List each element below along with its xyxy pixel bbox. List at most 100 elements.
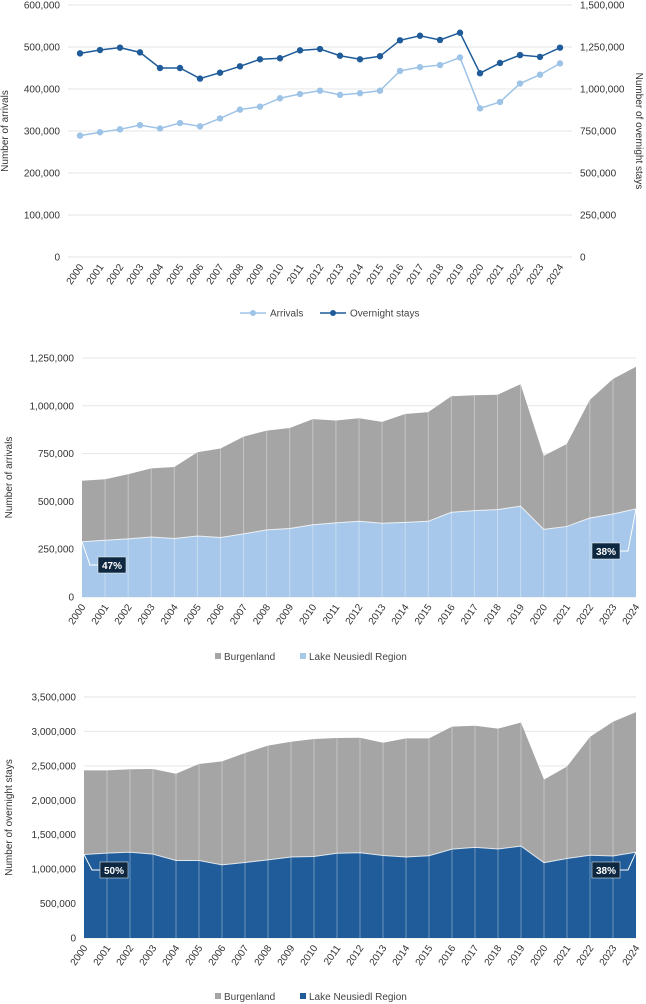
y-tick-label: 400,000 xyxy=(24,85,61,96)
x-tick-label: 2001 xyxy=(90,602,112,627)
x-tick-label: 2007 xyxy=(205,262,227,287)
data-point xyxy=(136,121,144,129)
y-tick-label: 500,000 xyxy=(40,899,77,910)
x-tick-label: 2004 xyxy=(161,943,183,968)
y-right-tick-label: 1,000,000 xyxy=(580,85,625,96)
data-point xyxy=(516,80,524,87)
x-tick-label: 2021 xyxy=(485,262,507,287)
x-tick-label: 2016 xyxy=(385,262,407,287)
x-tick-label: 2005 xyxy=(165,262,187,287)
y-tick-label: 750,000 xyxy=(38,449,75,460)
x-tick-label: 2013 xyxy=(367,602,389,627)
x-tick-label: 2013 xyxy=(368,943,390,968)
y-right-axis-title: Number of overnight stays xyxy=(633,73,644,190)
x-tick-label: 2022 xyxy=(575,602,597,627)
x-tick-label: 2024 xyxy=(621,602,643,627)
data-point xyxy=(436,61,444,69)
area-top-edge xyxy=(83,845,637,866)
x-tick-label: 2023 xyxy=(598,602,620,627)
area-series-2 xyxy=(84,846,636,938)
x-tick-label: 2003 xyxy=(136,602,158,627)
data-point xyxy=(96,46,104,54)
x-tick-label: 2018 xyxy=(425,262,447,287)
y-right-tick-label: 1,250,000 xyxy=(580,43,625,54)
area-series-2 xyxy=(82,506,636,597)
y-tick-label: 3,000,000 xyxy=(32,727,77,738)
data-point xyxy=(176,119,184,127)
data-point xyxy=(556,60,564,67)
data-point xyxy=(396,67,404,75)
x-tick-label: 2017 xyxy=(459,602,481,627)
x-tick-label: 2021 xyxy=(552,943,574,968)
y-axis-title: Number of arrivals xyxy=(0,90,11,172)
data-point xyxy=(536,71,544,78)
x-tick-label: 2010 xyxy=(298,602,320,627)
data-point xyxy=(416,32,424,39)
legend-marker xyxy=(330,310,336,316)
x-tick-label: 2017 xyxy=(460,943,482,968)
x-tick-label: 2008 xyxy=(253,943,275,968)
y-tick-label: 1,000,000 xyxy=(30,401,75,412)
x-tick-label: 2003 xyxy=(125,262,147,287)
annotation-box xyxy=(591,861,621,879)
y-tick-label: 1,000,000 xyxy=(32,865,77,876)
legend-label: Lake Neusiedl Region xyxy=(309,652,407,663)
x-tick-label: 2015 xyxy=(365,262,387,287)
x-tick-label: 2010 xyxy=(299,943,321,968)
data-point xyxy=(256,103,264,110)
legend: Burgenland Lake Neusiedl Region xyxy=(215,652,407,663)
x-tick-label: 2011 xyxy=(321,602,343,626)
y-tick-label: 3,500,000 xyxy=(32,693,77,704)
x-tick-label: 2009 xyxy=(276,943,298,968)
x-tick-label: 2008 xyxy=(225,262,247,287)
data-point xyxy=(236,63,244,70)
data-point xyxy=(376,87,384,94)
data-point xyxy=(156,125,164,132)
legend-label: Lake Neusiedl Region xyxy=(309,992,407,1003)
data-point xyxy=(196,75,204,82)
legend: Burgenland Lake Neusiedl Region xyxy=(215,992,407,1003)
data-point xyxy=(276,95,284,102)
x-tick-label: 2011 xyxy=(285,262,307,286)
x-tick-label: 2008 xyxy=(251,602,273,627)
data-point xyxy=(236,106,244,113)
x-tick-label: 2022 xyxy=(575,943,597,968)
x-tick-label: 2015 xyxy=(414,943,436,968)
y-tick-label: 2,000,000 xyxy=(32,796,77,807)
x-tick-label: 2018 xyxy=(482,602,504,627)
x-tick-label: 2024 xyxy=(621,943,643,968)
chart-2: 0 250,000 500,000 750,000 1,000,000 1,250,000… xyxy=(4,354,643,664)
x-tick-label: 2019 xyxy=(505,602,527,627)
data-point xyxy=(516,51,524,59)
data-point xyxy=(76,132,84,139)
x-tick-label: 2004 xyxy=(145,262,167,287)
y-right-tick-label: 1,500,000 xyxy=(580,1,625,12)
legend-swatch xyxy=(215,653,221,659)
x-tick-label: 2001 xyxy=(92,943,114,968)
y-tick-label: 200,000 xyxy=(24,169,61,180)
data-point xyxy=(356,90,364,97)
data-point xyxy=(496,98,504,106)
data-point xyxy=(376,53,384,60)
data-point xyxy=(456,54,464,61)
area-top-edge xyxy=(81,505,637,543)
y-axis-title: Number of overnight stays xyxy=(4,759,15,876)
x-tick-label: 2014 xyxy=(391,943,413,968)
x-tick-label: 2021 xyxy=(551,602,573,627)
x-tick-label: 2022 xyxy=(505,262,527,287)
x-tick-label: 2006 xyxy=(207,943,229,968)
y-tick-label: 300,000 xyxy=(24,127,61,138)
data-point xyxy=(216,69,224,76)
data-point xyxy=(316,87,324,94)
legend-label: Overnight stays xyxy=(350,309,419,320)
x-tick-label: 2012 xyxy=(345,943,367,968)
data-point xyxy=(536,53,544,61)
x-tick-label: 2004 xyxy=(159,602,181,627)
x-tick-label: 2018 xyxy=(483,943,505,968)
y-tick-label: 1,250,000 xyxy=(30,354,75,365)
data-point xyxy=(356,56,364,63)
y-tick-label: 500,000 xyxy=(38,497,75,508)
x-tick-label: 2006 xyxy=(185,262,207,287)
annotation-box xyxy=(591,542,621,560)
x-tick-label: 2019 xyxy=(445,262,467,287)
